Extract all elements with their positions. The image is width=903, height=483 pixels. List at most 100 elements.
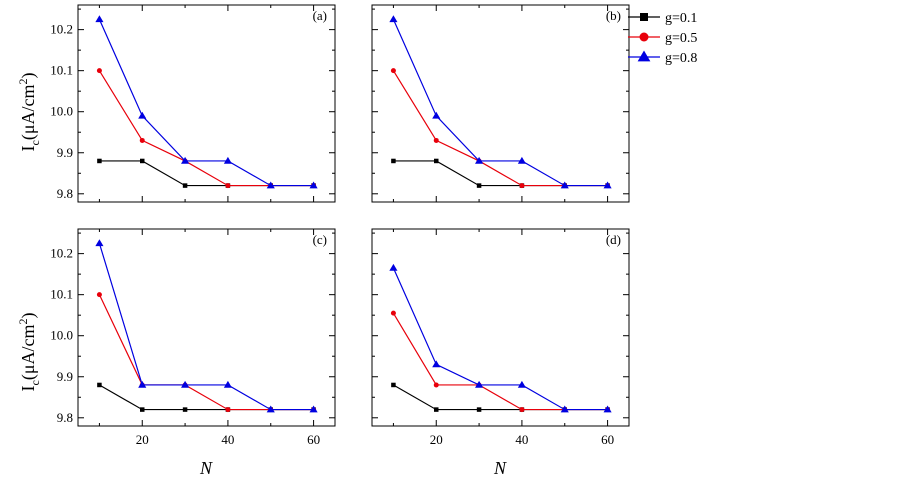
panels: 9.8 9.9 10.0 10.1 10.2 (a) (b) 9.8 9.9 10.0 10.1 10…	[50, 4, 630, 447]
series-g-0-5	[390, 310, 611, 413]
y-tick-label: 10.0	[50, 104, 73, 119]
data-point	[475, 380, 484, 388]
data-point	[309, 405, 318, 413]
data-point	[97, 382, 102, 388]
series-g-0-5	[96, 292, 317, 413]
data-point	[181, 380, 190, 388]
data-point	[139, 137, 145, 143]
series-g-0-8	[95, 239, 318, 413]
y-tick-label: 10.1	[50, 63, 73, 78]
series-line	[392, 267, 608, 411]
legend-entry: g=0.1	[628, 11, 697, 26]
data-point	[389, 263, 398, 271]
data-point	[560, 405, 569, 413]
panel-a: 9.8 9.9 10.0 10.1 10.2 (a)	[50, 4, 336, 203]
y-tick-label: 9.8	[57, 186, 73, 201]
legend-entry: g=0.5	[628, 31, 697, 46]
y-tick-label: 9.9	[57, 145, 73, 160]
data-point	[432, 111, 441, 119]
legend-label: g=0.1	[665, 11, 697, 26]
legend-entry: g=0.8	[628, 50, 697, 66]
x-axis-title-left: N	[199, 458, 213, 478]
series-g-0-5	[390, 68, 611, 189]
data-point	[475, 156, 484, 164]
panel-label: (d)	[606, 232, 621, 247]
data-point	[432, 360, 441, 368]
data-point	[603, 405, 612, 413]
y-tick-label: 10.2	[50, 246, 73, 261]
data-point	[266, 405, 275, 413]
y-tick-label: 9.9	[57, 369, 73, 384]
x-axis-title-right: N	[493, 458, 507, 478]
data-point	[434, 407, 439, 412]
data-point	[223, 380, 232, 388]
legend-label: g=0.5	[665, 31, 697, 46]
data-point	[225, 183, 231, 189]
series-line	[98, 19, 314, 187]
data-point	[266, 181, 275, 189]
data-point	[390, 68, 396, 74]
series-line	[392, 19, 608, 187]
data-point	[95, 15, 104, 23]
data-point	[309, 181, 318, 189]
data-point	[391, 158, 396, 164]
data-point	[223, 156, 232, 164]
series-g-0-8	[389, 263, 612, 413]
x-tick-label: 20	[136, 432, 149, 447]
legend-marker	[640, 13, 648, 21]
data-point	[434, 158, 439, 164]
series-g-0-8	[389, 15, 612, 189]
data-point	[95, 239, 104, 247]
series-line	[98, 294, 314, 411]
y-tick-label: 10.0	[50, 328, 73, 343]
plot-frame	[77, 228, 336, 427]
x-tick-label: 40	[515, 432, 528, 447]
data-point	[97, 158, 102, 164]
y-tick-label: 10.2	[50, 22, 73, 37]
legend-label: g=0.8	[665, 51, 697, 66]
plot-frame	[77, 4, 336, 203]
data-point	[476, 407, 482, 412]
data-point	[182, 407, 188, 412]
y-axis-title-bottom: Ic(μA/cm2)	[16, 313, 42, 392]
data-point	[519, 407, 525, 413]
plot-frame	[371, 4, 630, 203]
panel-label: (c)	[313, 232, 327, 247]
data-point	[433, 382, 439, 388]
series-line	[98, 243, 314, 411]
data-point	[391, 382, 396, 388]
data-point	[517, 156, 526, 164]
series-line	[392, 70, 608, 187]
series-g-0-5	[96, 68, 317, 189]
data-point	[138, 380, 147, 388]
x-tick-label: 60	[601, 432, 614, 447]
data-point	[433, 137, 439, 143]
data-point	[389, 15, 398, 23]
data-point	[560, 181, 569, 189]
data-point	[96, 292, 102, 298]
data-point	[140, 407, 145, 412]
panel-label: (b)	[606, 8, 621, 23]
data-point	[182, 183, 188, 188]
x-tick-label: 20	[430, 432, 443, 447]
data-point	[390, 310, 396, 316]
y-tick-label: 10.1	[50, 287, 73, 302]
x-tick-label: 40	[221, 432, 234, 447]
series-line	[392, 312, 608, 411]
data-point	[517, 380, 526, 388]
data-point	[519, 183, 525, 189]
x-tick-label: 60	[307, 432, 320, 447]
panel-label: (a)	[313, 8, 327, 23]
plot-frame	[371, 228, 630, 427]
legend-marker	[637, 50, 651, 62]
panel-b: (b)	[371, 4, 630, 203]
data-point	[603, 181, 612, 189]
data-point	[225, 407, 231, 413]
y-tick-label: 9.8	[57, 410, 73, 425]
data-point	[181, 156, 190, 164]
data-point	[96, 68, 102, 74]
series-line	[98, 70, 314, 187]
data-point	[476, 183, 482, 188]
panel-c: 9.8 9.9 10.0 10.1 10.2 20 40 60 (c)	[50, 228, 336, 447]
